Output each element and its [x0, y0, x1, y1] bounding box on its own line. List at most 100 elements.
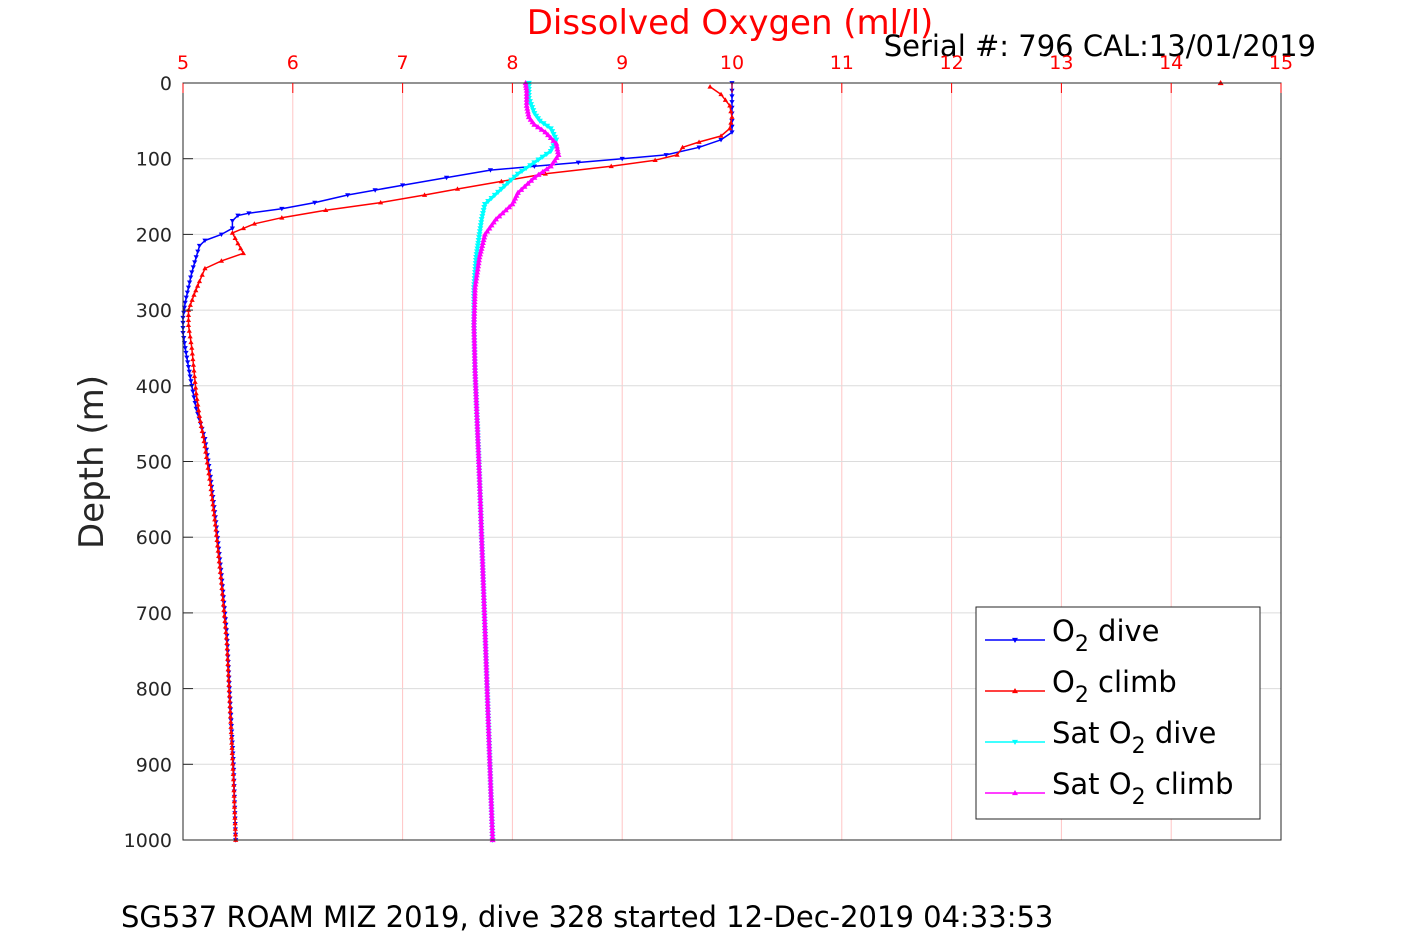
series-marker — [184, 290, 190, 296]
legend-item: Sat O2 dive — [985, 716, 1216, 759]
series-marker — [196, 413, 203, 418]
series-marker — [471, 358, 478, 364]
series-marker — [479, 567, 486, 573]
series-marker — [472, 382, 479, 388]
series-marker — [196, 407, 202, 413]
legend-item: Sat O2 climb — [985, 767, 1234, 810]
series-marker — [482, 634, 489, 640]
series-marker — [185, 365, 192, 370]
series-marker — [480, 237, 487, 243]
series-marker — [193, 390, 199, 396]
series-marker — [474, 420, 481, 426]
series-marker — [679, 144, 686, 150]
series-marker — [182, 346, 188, 351]
series-marker — [483, 655, 490, 661]
series-marker — [487, 779, 494, 785]
x-tick-label: 15 — [1269, 52, 1293, 74]
series-marker — [496, 213, 503, 219]
series-marker — [483, 670, 490, 676]
series-marker — [185, 360, 191, 365]
series-marker — [476, 464, 483, 470]
series-marker — [216, 553, 222, 558]
series-marker — [484, 694, 491, 700]
series-marker — [477, 494, 484, 500]
series-marker — [203, 449, 209, 454]
series-marker — [476, 232, 483, 238]
series-marker — [218, 258, 225, 263]
series-marker — [475, 260, 482, 266]
series-marker — [483, 667, 490, 673]
series-marker — [193, 255, 199, 260]
series-marker — [205, 465, 211, 470]
series-marker — [729, 130, 735, 135]
series-marker — [421, 192, 428, 197]
series-marker — [551, 157, 558, 163]
series-marker — [476, 470, 483, 476]
series-marker — [473, 402, 480, 409]
series-marker — [481, 600, 488, 606]
series-marker — [485, 727, 492, 734]
series-marker — [477, 223, 484, 229]
chart-title: Dissolved Oxygen (ml/l) — [527, 3, 934, 43]
series-marker — [224, 640, 230, 645]
series-marker — [488, 809, 495, 815]
series-marker — [486, 746, 493, 752]
series-marker — [185, 322, 192, 328]
series-marker — [229, 750, 235, 756]
series-marker — [488, 806, 495, 812]
series-marker — [478, 217, 485, 223]
series-marker — [528, 102, 535, 108]
series-marker — [471, 352, 478, 358]
series-marker — [186, 280, 193, 285]
y-tick-label: 200 — [136, 224, 172, 246]
y-tick-label: 0 — [160, 73, 172, 95]
series-marker — [312, 200, 318, 206]
series-marker — [536, 118, 543, 124]
series-marker — [219, 591, 226, 596]
series-marker — [479, 555, 486, 561]
series-marker — [523, 96, 530, 102]
series-marker — [487, 788, 494, 794]
series-marker — [538, 126, 545, 132]
series-marker — [553, 154, 560, 160]
series-marker — [524, 105, 531, 111]
legend-swatch-marker — [1012, 688, 1018, 694]
series-marker — [229, 740, 235, 745]
series-marker — [454, 186, 461, 191]
series-marker — [477, 488, 484, 494]
series-marker — [472, 388, 479, 394]
series-marker — [545, 132, 552, 138]
series-marker — [228, 734, 235, 740]
series-marker — [483, 661, 490, 667]
series-marker — [195, 402, 201, 407]
series-marker — [483, 679, 490, 685]
series-marker — [506, 204, 513, 210]
series-marker — [549, 129, 556, 135]
series-marker — [547, 149, 554, 155]
series-marker — [480, 576, 487, 582]
series-marker — [510, 198, 517, 204]
series-marker — [471, 337, 478, 343]
x-tick-label: 14 — [1159, 52, 1183, 74]
series-marker — [553, 137, 560, 143]
series-marker — [474, 243, 481, 249]
series-marker — [212, 521, 218, 527]
series-marker — [482, 628, 489, 634]
series-marker — [477, 509, 484, 516]
series-marker — [485, 721, 492, 728]
series-marker — [481, 606, 488, 612]
series-marker — [481, 603, 488, 609]
series-marker — [230, 771, 236, 777]
series-marker — [479, 242, 486, 248]
series-marker — [232, 826, 238, 831]
series-marker — [225, 666, 231, 672]
series-marker — [471, 319, 478, 325]
series-marker — [542, 129, 549, 135]
series-marker — [204, 459, 210, 465]
series-marker — [486, 225, 493, 231]
series-marker — [227, 698, 233, 703]
x-tick-label: 12 — [940, 52, 964, 74]
series-marker — [473, 391, 480, 397]
series-marker — [224, 651, 231, 656]
